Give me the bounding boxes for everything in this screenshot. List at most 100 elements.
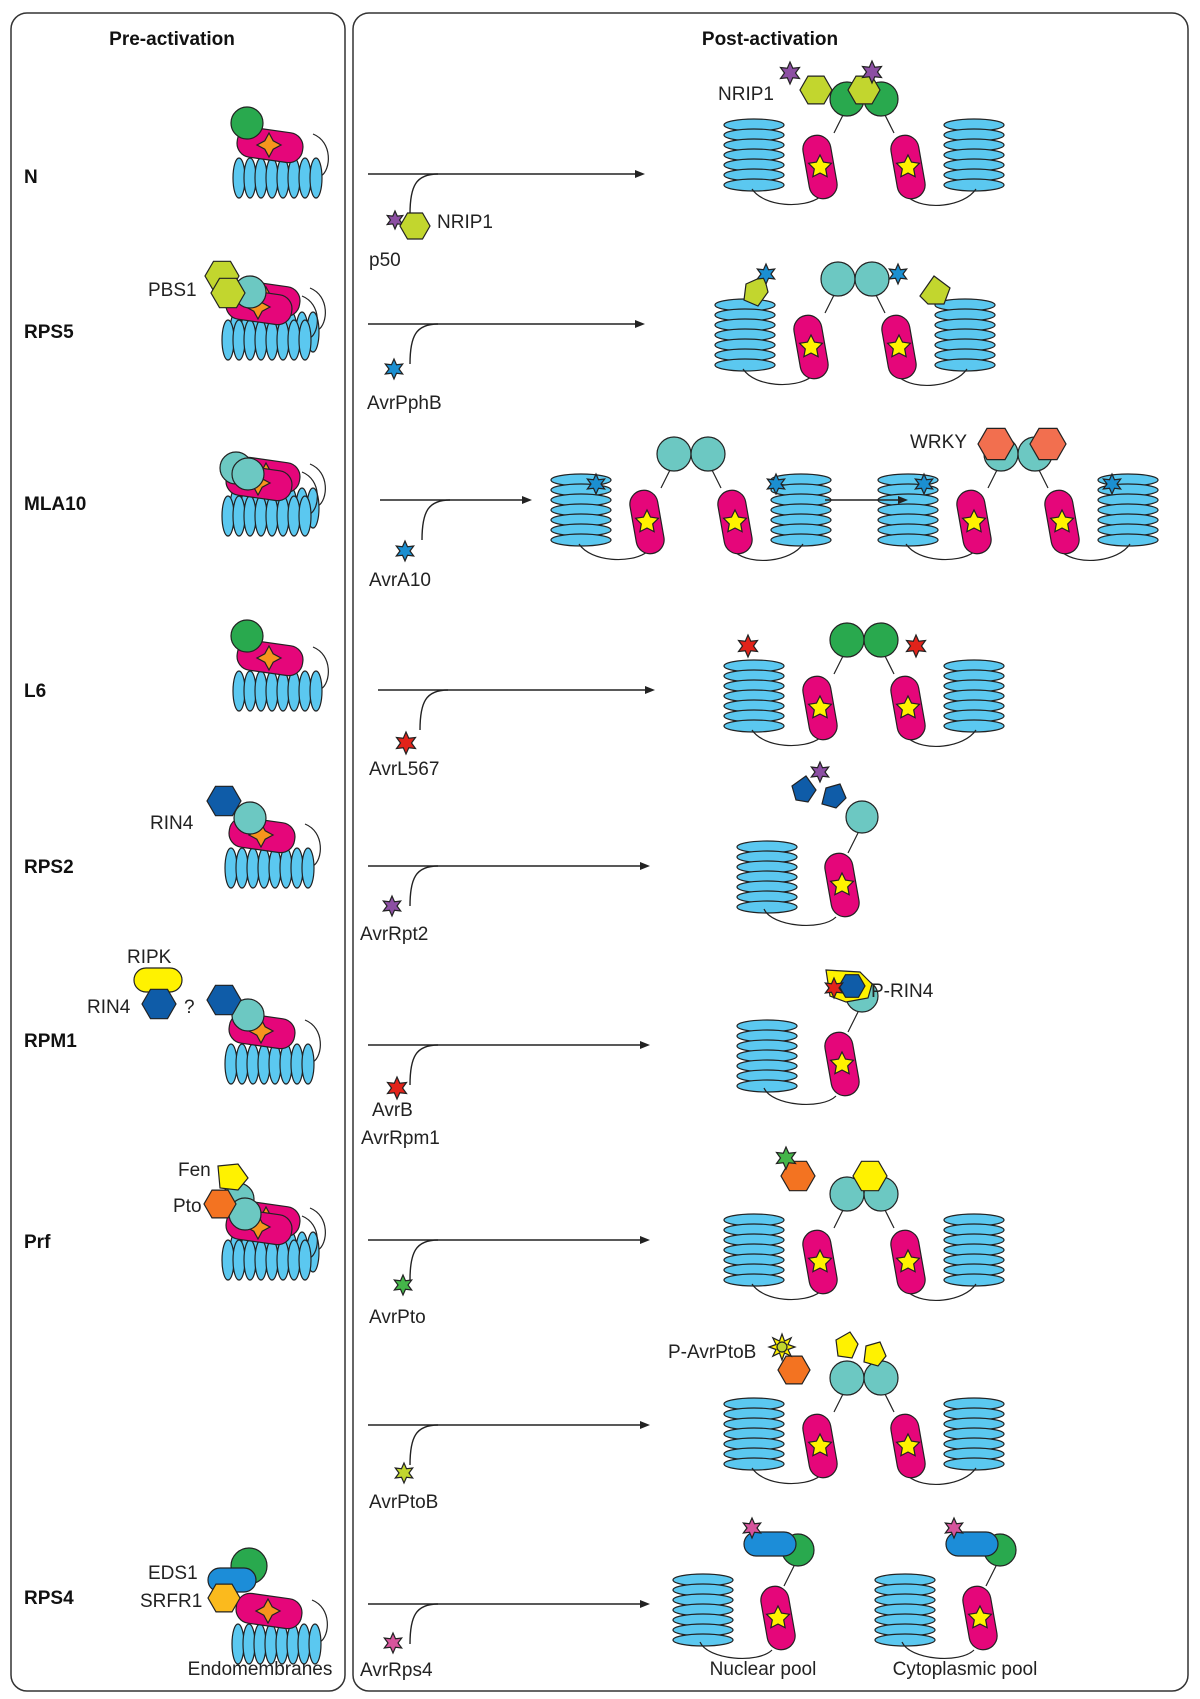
linker [751, 729, 821, 747]
arrow-head [635, 320, 645, 328]
cc-domain [829, 622, 865, 658]
lrr-repeat [243, 1239, 257, 1281]
fen-cleaved-icon [835, 1331, 859, 1359]
lrr-repeat [309, 670, 323, 712]
pto-hexagon-icon [203, 1189, 237, 1219]
label-pto: Pto [173, 1196, 202, 1217]
lrr-repeat [254, 319, 268, 361]
pre-complex [231, 1592, 328, 1665]
cc-domain [230, 619, 264, 653]
wrky-hexagon-icon [1029, 427, 1067, 461]
lrr-repeat [246, 1043, 260, 1085]
arrow-n [368, 170, 645, 215]
label-fen: Fen [178, 1160, 211, 1181]
lrr-repeat [943, 1273, 1005, 1287]
active-dimer [877, 436, 1159, 562]
atp-star [967, 1604, 993, 1629]
linker [833, 653, 845, 675]
avrpto-effector-icon [775, 1145, 797, 1171]
lrr-repeat [231, 1623, 245, 1665]
avra10-effector-icon [1101, 472, 1123, 496]
effector-label-p50: p50 [369, 250, 401, 271]
rin4-hexagon-icon [206, 785, 242, 817]
lrr-repeat [235, 1043, 249, 1085]
linker [847, 832, 859, 854]
linker [833, 1207, 845, 1229]
atp-star [895, 1432, 921, 1457]
lrr-repeat [298, 495, 312, 537]
pto-hexagon-icon [780, 1160, 816, 1192]
lrr-repeat [672, 1633, 734, 1647]
linker [304, 1019, 321, 1063]
atp-star [886, 333, 912, 358]
arrow-head [645, 686, 655, 694]
atp-star [1049, 508, 1075, 533]
atp-star [722, 508, 748, 533]
label-p-rin4: P-RIN4 [871, 981, 934, 1002]
ripk-shape [133, 967, 183, 993]
pre-activation-title: Pre-activation [109, 29, 235, 50]
linker [660, 467, 672, 489]
arrow-rps5 [368, 320, 645, 365]
fen-hexagon-icon [852, 1160, 888, 1192]
effector-label-avrrpm1: AvrRpm1 [361, 1128, 440, 1149]
lrr-repeat [943, 1457, 1005, 1471]
arrow-branch [409, 1603, 439, 1645]
active-monomer [736, 800, 879, 927]
linker [312, 133, 329, 177]
lrr-repeat [265, 495, 279, 537]
atp-star [634, 508, 660, 533]
linker [985, 1565, 997, 1587]
lrr-repeat [287, 670, 301, 712]
lrr-repeat [287, 1239, 301, 1281]
active-dimer [723, 622, 1005, 748]
arrow-branch [421, 499, 451, 541]
arrow-head [522, 496, 532, 504]
lrr-repeat [276, 319, 290, 361]
lrr-repeat [770, 533, 832, 547]
avrrps4-effector-icon [382, 1631, 404, 1655]
linker [987, 467, 999, 489]
eds1-shape [743, 1531, 797, 1557]
lrr-repeat [235, 847, 249, 889]
cc-domain [690, 436, 726, 472]
avrl567-effector-icon [395, 730, 417, 756]
lrr-repeat [232, 670, 246, 712]
linker [901, 1641, 975, 1660]
cc-domain [845, 800, 879, 834]
arrow-mla10-2 [825, 496, 908, 504]
wrky-hexagon-icon [977, 427, 1015, 461]
lrr-repeat [232, 495, 246, 537]
lrr-repeat [254, 1239, 268, 1281]
atp-star [961, 508, 987, 533]
arrow-branch [419, 689, 449, 731]
atp-star [829, 1050, 855, 1075]
avrb-effector-icon [386, 1075, 408, 1101]
linker [301, 471, 318, 515]
arrow-l6 [378, 686, 655, 731]
lrr-repeat [301, 1043, 315, 1085]
arrow-rps2 [368, 862, 650, 907]
lrr-repeat [934, 358, 996, 372]
lrr-repeat [714, 358, 776, 372]
avra10-effector-icon [765, 472, 787, 496]
label-pbs1: PBS1 [148, 280, 197, 301]
active-dimer [723, 1360, 1005, 1486]
avrl567-effector-icon [905, 633, 927, 659]
arrow-head [640, 1421, 650, 1429]
arrow-branch [409, 1044, 439, 1086]
cc-domain [230, 106, 264, 140]
linker [763, 908, 837, 927]
arrow-branch [409, 1424, 439, 1466]
atp-star [895, 1248, 921, 1273]
lrr-repeat [286, 1623, 300, 1665]
fen-cleaved-icon [863, 1341, 887, 1367]
linker [1037, 467, 1049, 489]
linker [301, 1215, 318, 1259]
lrr-repeat [268, 1043, 282, 1085]
active-dimer [723, 1176, 1005, 1302]
linker [312, 646, 329, 690]
lrr-repeat [550, 533, 612, 547]
row-label-n: N [24, 167, 38, 188]
arrow-rps4 [368, 1600, 650, 1645]
